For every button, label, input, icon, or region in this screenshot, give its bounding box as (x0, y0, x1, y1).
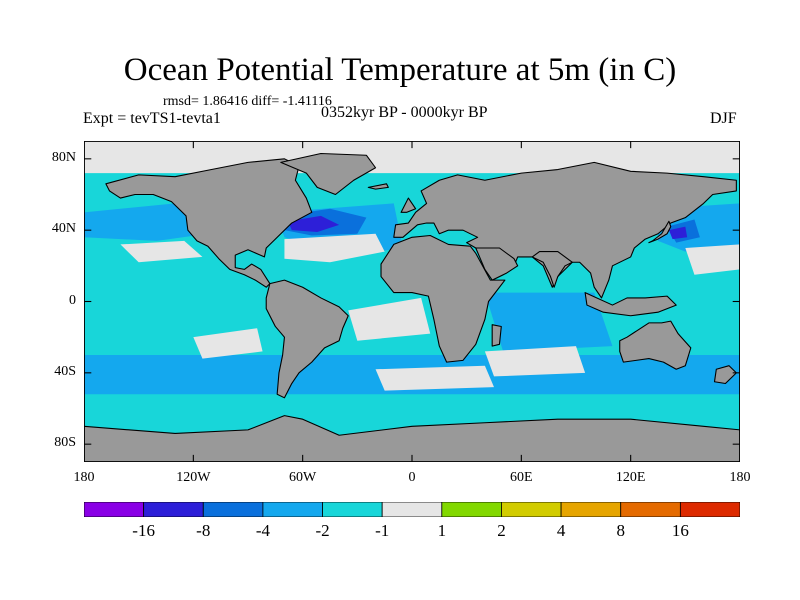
anomaly-region-subtropical-n-atlantic (284, 233, 385, 263)
colorbar-label: 16 (671, 521, 689, 540)
anomaly-region-n-pacific-light (120, 240, 203, 263)
anomaly-region-s-atlantic-light (348, 297, 431, 341)
map-ticks (84, 141, 740, 462)
anomaly-region-indian (484, 292, 613, 352)
colorbar-label: 1 (437, 521, 447, 540)
x-tick-label: 120E (615, 470, 646, 485)
y-tick-label: 0 (69, 292, 76, 308)
colorbar-label: -16 (132, 521, 155, 540)
indonesia (584, 292, 677, 317)
colorbar-bin (679, 502, 740, 517)
colorbar-bin (620, 502, 681, 517)
madagascar (491, 324, 502, 347)
y-tick-label: 40N (51, 221, 76, 237)
colorbar-bin (560, 502, 622, 517)
colorbar-label: -2 (315, 521, 330, 540)
x-tick-label: 60E (510, 470, 533, 485)
colorbar-bin (322, 502, 383, 517)
africa (380, 234, 506, 363)
australia (619, 320, 692, 370)
colorbar-bin (143, 502, 204, 517)
land-masses (84, 152, 740, 462)
colorbar-label: 8 (616, 521, 625, 540)
new-zealand (713, 365, 737, 385)
colorbar-bin (441, 502, 502, 517)
iceland (367, 183, 389, 190)
india (531, 251, 573, 288)
colorbar-label: -8 (196, 521, 211, 540)
anomaly-region-nw-atlantic-coldest (288, 215, 340, 232)
antarctica (84, 415, 740, 462)
colorbar (84, 502, 740, 517)
experiment-text: Expt = tevTS1-tevta1 (83, 110, 221, 127)
map-panel (84, 141, 740, 462)
x-tick-label: 180 (729, 470, 751, 485)
y-tick-label: 40S (54, 363, 76, 379)
x-tick-label: 60W (289, 470, 317, 485)
japan (648, 220, 672, 244)
y-tick-label: 80N (51, 149, 76, 165)
greenland (280, 152, 377, 196)
arabia (475, 247, 519, 281)
x-tick-label: 0 (408, 470, 416, 485)
x-tick-label: 120W (176, 470, 211, 485)
colorbar-bin (501, 502, 562, 517)
period-text: 0352kyr BP - 0000kyr BP (321, 104, 488, 121)
south-america (265, 279, 349, 399)
colorbar-bin (262, 502, 323, 517)
x-tick-label: 180 (73, 470, 95, 485)
stats-text: rmsd= 1.86416 diff= -1.41116 (163, 94, 332, 109)
season-text: DJF (710, 110, 737, 127)
anomaly-region-southern-ocean-light (375, 365, 494, 391)
anomaly-region-s-indian-light (484, 346, 586, 377)
europe-asia (393, 161, 737, 299)
colorbar-label: -1 (375, 521, 390, 540)
anomaly-region-nw-pacific-cold (668, 226, 688, 240)
uk (400, 197, 417, 213)
plot-title: Ocean Potential Temperature at 5m (in C) (123, 52, 677, 88)
colorbar-label: 4 (556, 521, 566, 540)
anomaly-region-n-pacific (84, 203, 212, 241)
anomaly-region-nw-pacific-light (685, 244, 740, 275)
colorbar-label: -4 (255, 521, 270, 540)
y-tick-label: 80S (54, 435, 76, 451)
anomaly-region-e-pacific-light (193, 328, 263, 359)
colorbar-bin (381, 502, 443, 517)
colorbar-bin (84, 502, 145, 517)
colorbar-label: 2 (497, 521, 506, 540)
colorbar-bin (202, 502, 264, 517)
